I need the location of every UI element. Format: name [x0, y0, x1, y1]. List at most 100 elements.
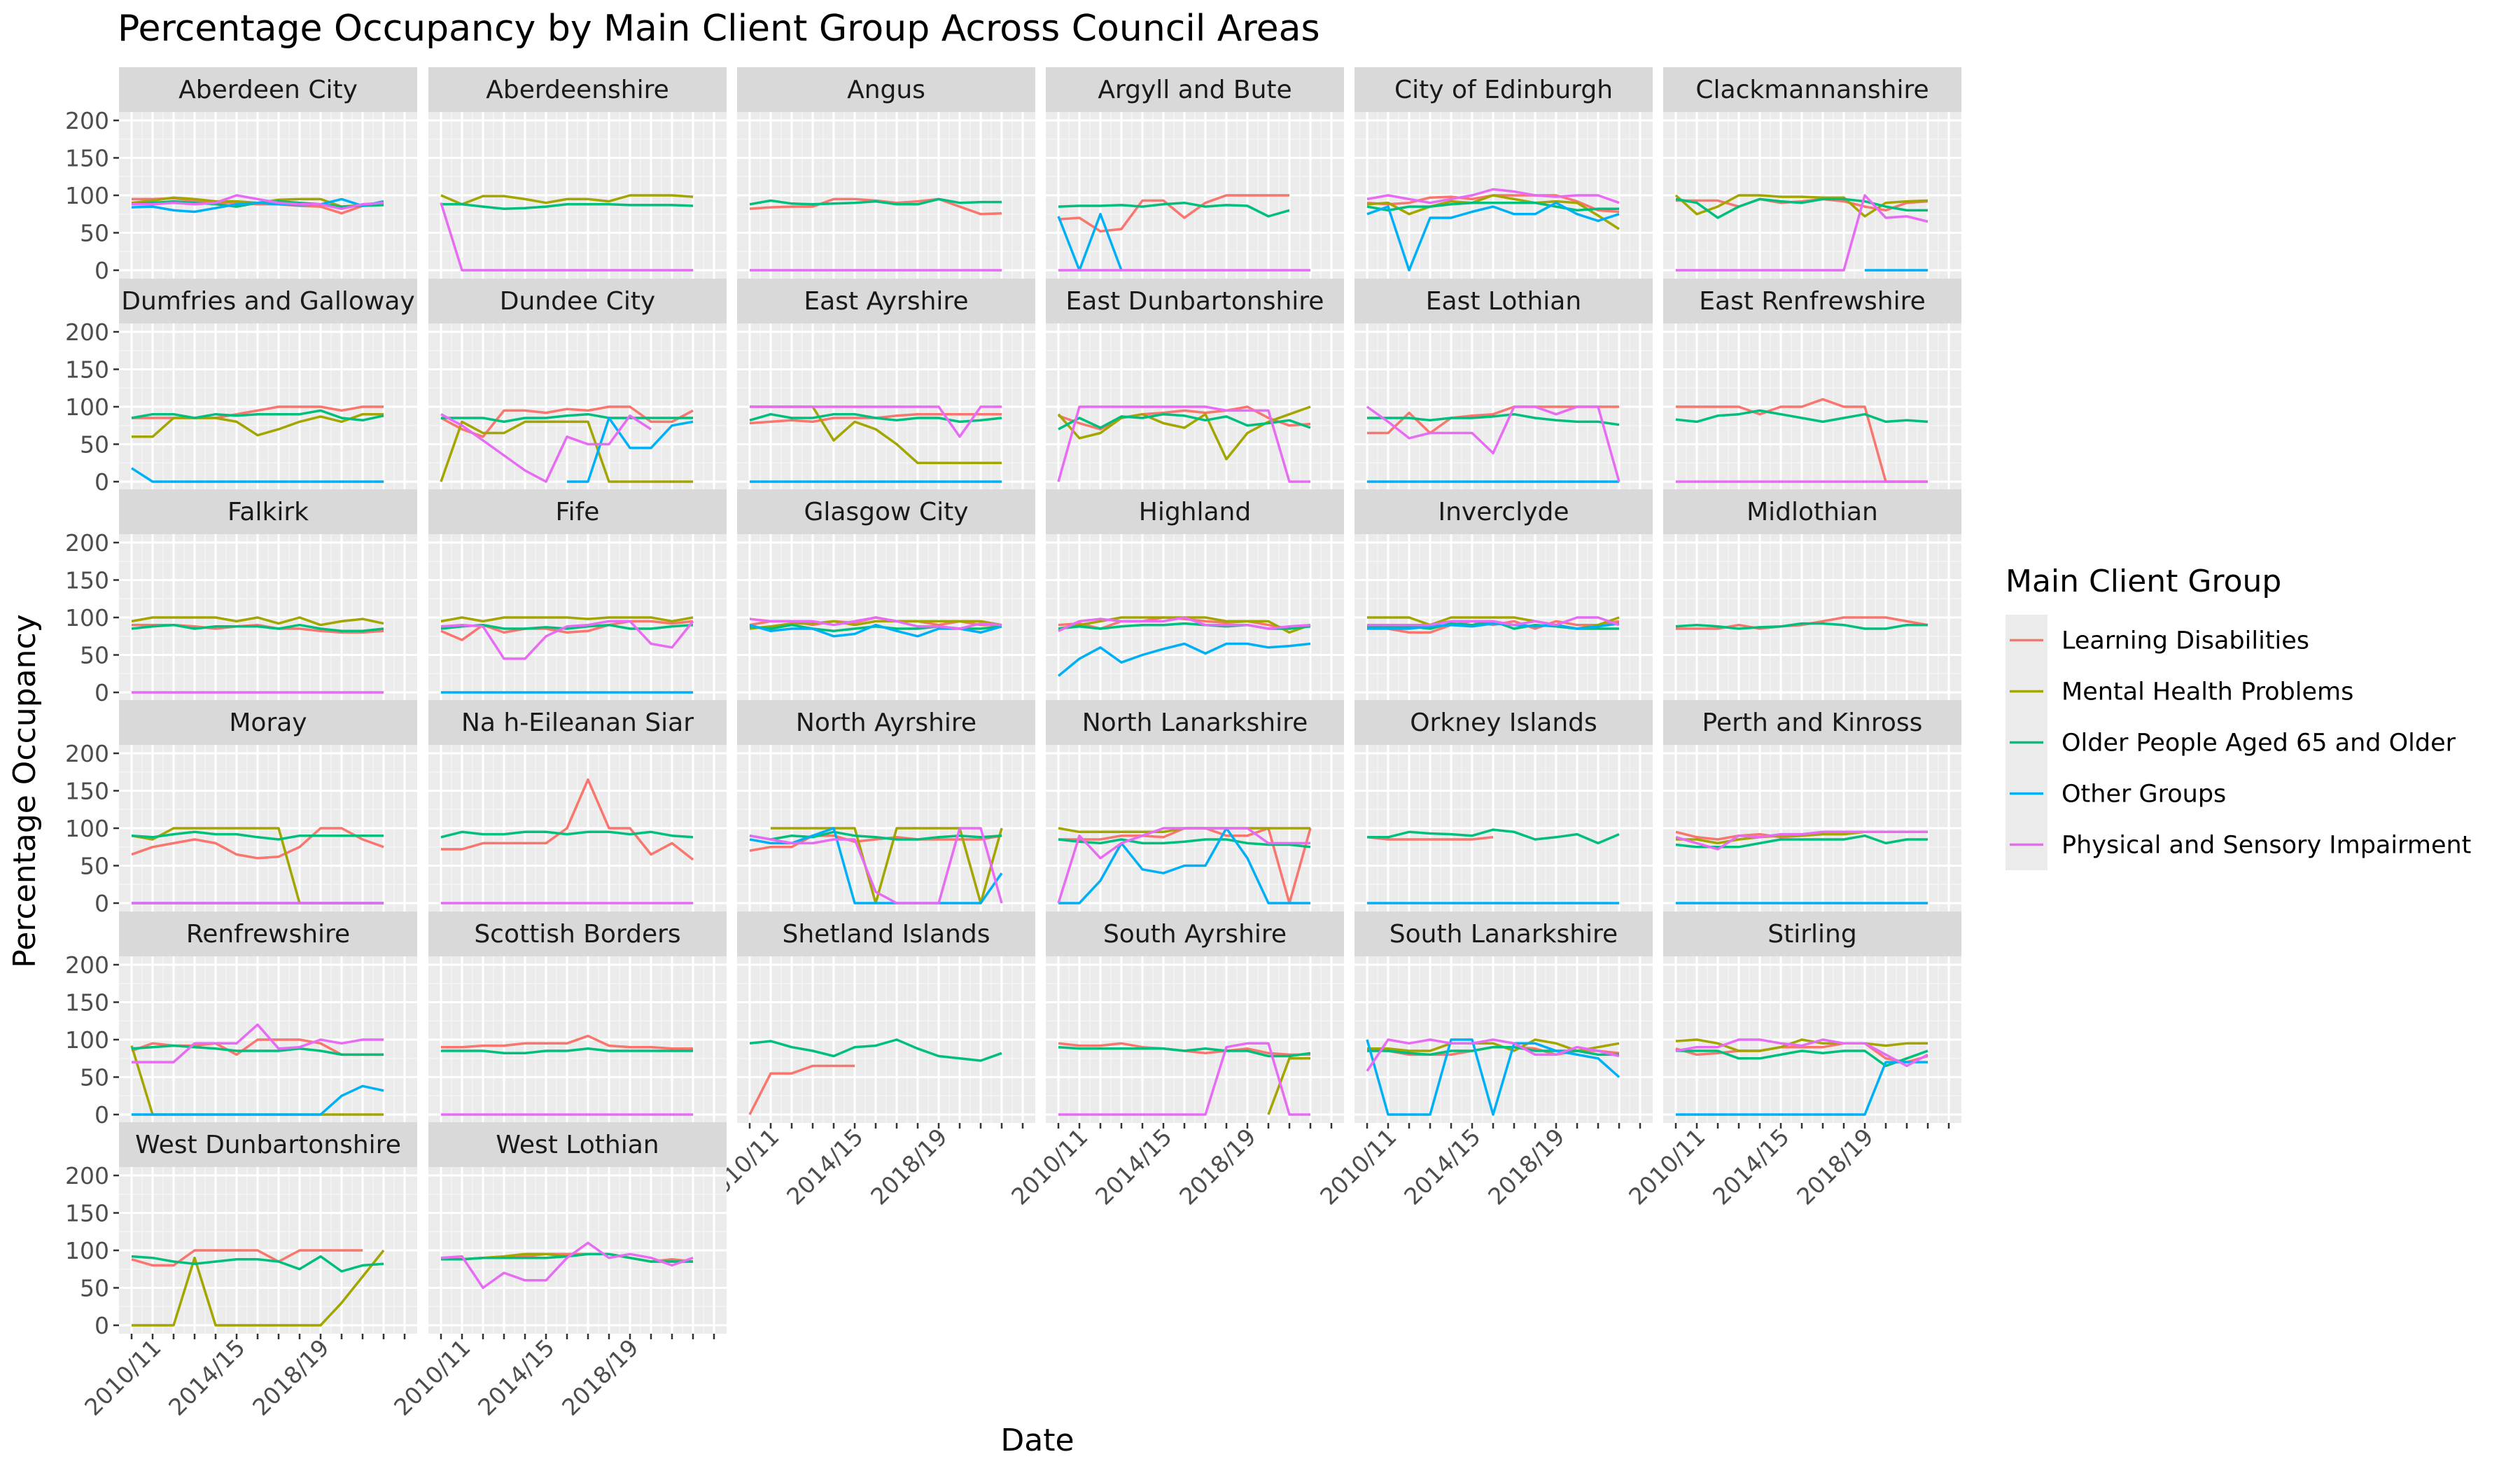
facet-title: Dundee City — [500, 287, 656, 316]
facet-panel: Moray 0 50 100 150 200 — [65, 700, 417, 917]
facet-panel: Renfrewshire 0 50 100 150 200 — [65, 912, 417, 1129]
legend-label: Physical and Sensory Impairment — [2062, 832, 2471, 860]
series-line — [132, 1023, 384, 1063]
facet-strip — [119, 700, 417, 745]
facet-title: Inverclyde — [1438, 498, 1569, 526]
series-line — [1058, 412, 1311, 431]
series-line — [132, 194, 384, 211]
facet-title: Aberdeenshire — [486, 76, 669, 104]
series-line — [1057, 405, 1310, 483]
series-line — [132, 412, 384, 438]
series-line — [131, 623, 384, 633]
facet-strip — [1354, 700, 1653, 745]
series-line — [1676, 616, 1928, 630]
x-axis-title: Date — [1000, 1423, 1074, 1458]
y-tick-label: 200 — [65, 529, 109, 557]
facet-strip — [737, 489, 1035, 534]
series-line — [440, 616, 694, 623]
series-line — [749, 827, 1003, 905]
x-tick-label: 2018/19 — [1791, 1123, 1879, 1210]
facet-strip — [1663, 279, 1961, 323]
series-line — [1675, 1038, 1928, 1052]
x-tick-label: 2010/11 — [388, 1334, 476, 1421]
facet-strip — [119, 489, 417, 534]
legend-label: Learning Disabilities — [2062, 627, 2309, 655]
facet-strip — [1046, 489, 1344, 534]
facet-title: Fife — [556, 498, 600, 526]
facet-title: Argyll and Bute — [1098, 76, 1292, 104]
facet-panel: East Ayrshire — [737, 279, 1035, 490]
facet-title: West Dunbartonshire — [135, 1131, 401, 1159]
facet-panel: Na h-Eileanan Siar — [428, 700, 727, 912]
facet-strip — [737, 912, 1035, 956]
series-line — [749, 834, 1002, 852]
series-line — [1058, 201, 1290, 218]
facet-strip — [428, 489, 727, 534]
facet-panel: East Lothian — [1354, 279, 1653, 490]
y-tick-label: 50 — [80, 1064, 109, 1091]
series-line — [440, 1241, 694, 1290]
facet-panel: Aberdeen City 0 50 100 150 200 — [65, 67, 417, 284]
facet-title: East Renfrewshire — [1699, 287, 1926, 316]
series-line — [1367, 622, 1620, 630]
series-line — [1676, 1061, 1928, 1116]
series-line — [131, 616, 384, 627]
facet-strip — [737, 700, 1035, 745]
facet-title: Midlothian — [1746, 498, 1878, 526]
series-line — [1675, 1042, 1928, 1063]
y-tick-label: 200 — [65, 1162, 109, 1189]
series-line — [1058, 1045, 1311, 1058]
facet-panel: Angus — [737, 67, 1035, 279]
y-tick-label: 50 — [80, 642, 109, 669]
facet-panel: Aberdeenshire — [428, 67, 727, 279]
legend-label: Mental Health Problems — [2062, 678, 2353, 706]
series-line — [1057, 213, 1123, 272]
facet-panel: Inverclyde — [1354, 489, 1653, 701]
facet-panel: Argyll and Bute — [1046, 67, 1344, 279]
series-line — [1675, 1038, 1928, 1068]
y-tick-label: 0 — [94, 1312, 109, 1339]
facet-title: North Lanarkshire — [1082, 708, 1308, 737]
series-line — [1367, 616, 1620, 627]
facet-panel: East Dunbartonshire — [1046, 279, 1344, 490]
series-line — [1058, 827, 1310, 905]
series-line — [1675, 834, 1928, 849]
y-tick-label: 0 — [94, 468, 109, 496]
series-line — [1366, 1038, 1620, 1116]
series-line — [1675, 197, 1928, 219]
facet-strip — [1046, 700, 1344, 745]
facet-panel: Fife — [428, 489, 727, 701]
series-line — [440, 420, 693, 483]
x-tick-label: 2014/15 — [163, 1334, 251, 1421]
series-line — [1676, 197, 1928, 212]
series-line — [441, 1047, 693, 1055]
series-line — [1366, 194, 1620, 230]
series-line — [1058, 405, 1311, 431]
facet-panel: Orkney Islands — [1354, 700, 1653, 912]
facet-strip — [428, 912, 727, 956]
facet-title: South Lanarkshire — [1390, 920, 1618, 949]
facet-title: Na h-Eileanan Siar — [461, 708, 694, 737]
facet-title: Highland — [1139, 498, 1251, 526]
facet-strip — [119, 279, 417, 323]
legend: Main Client Group Learning Disabilities M… — [2005, 564, 2471, 870]
series-line — [1675, 409, 1928, 424]
series-line — [441, 778, 694, 861]
facet-strip — [1354, 489, 1653, 534]
y-tick-label: 100 — [65, 604, 109, 631]
series-line — [1366, 405, 1620, 482]
facet-title: Clackmannanshire — [1695, 76, 1928, 104]
series-line — [131, 197, 384, 214]
facet-panel: Glasgow City — [737, 489, 1035, 701]
legend-label: Other Groups — [2062, 781, 2226, 809]
series-line — [131, 827, 384, 860]
series-line — [1057, 642, 1311, 677]
series-line — [1058, 838, 1311, 849]
x-tick-label: 2014/15 — [1399, 1123, 1486, 1210]
facet-title: East Lothian — [1426, 287, 1581, 316]
y-tick-label: 100 — [65, 815, 109, 842]
